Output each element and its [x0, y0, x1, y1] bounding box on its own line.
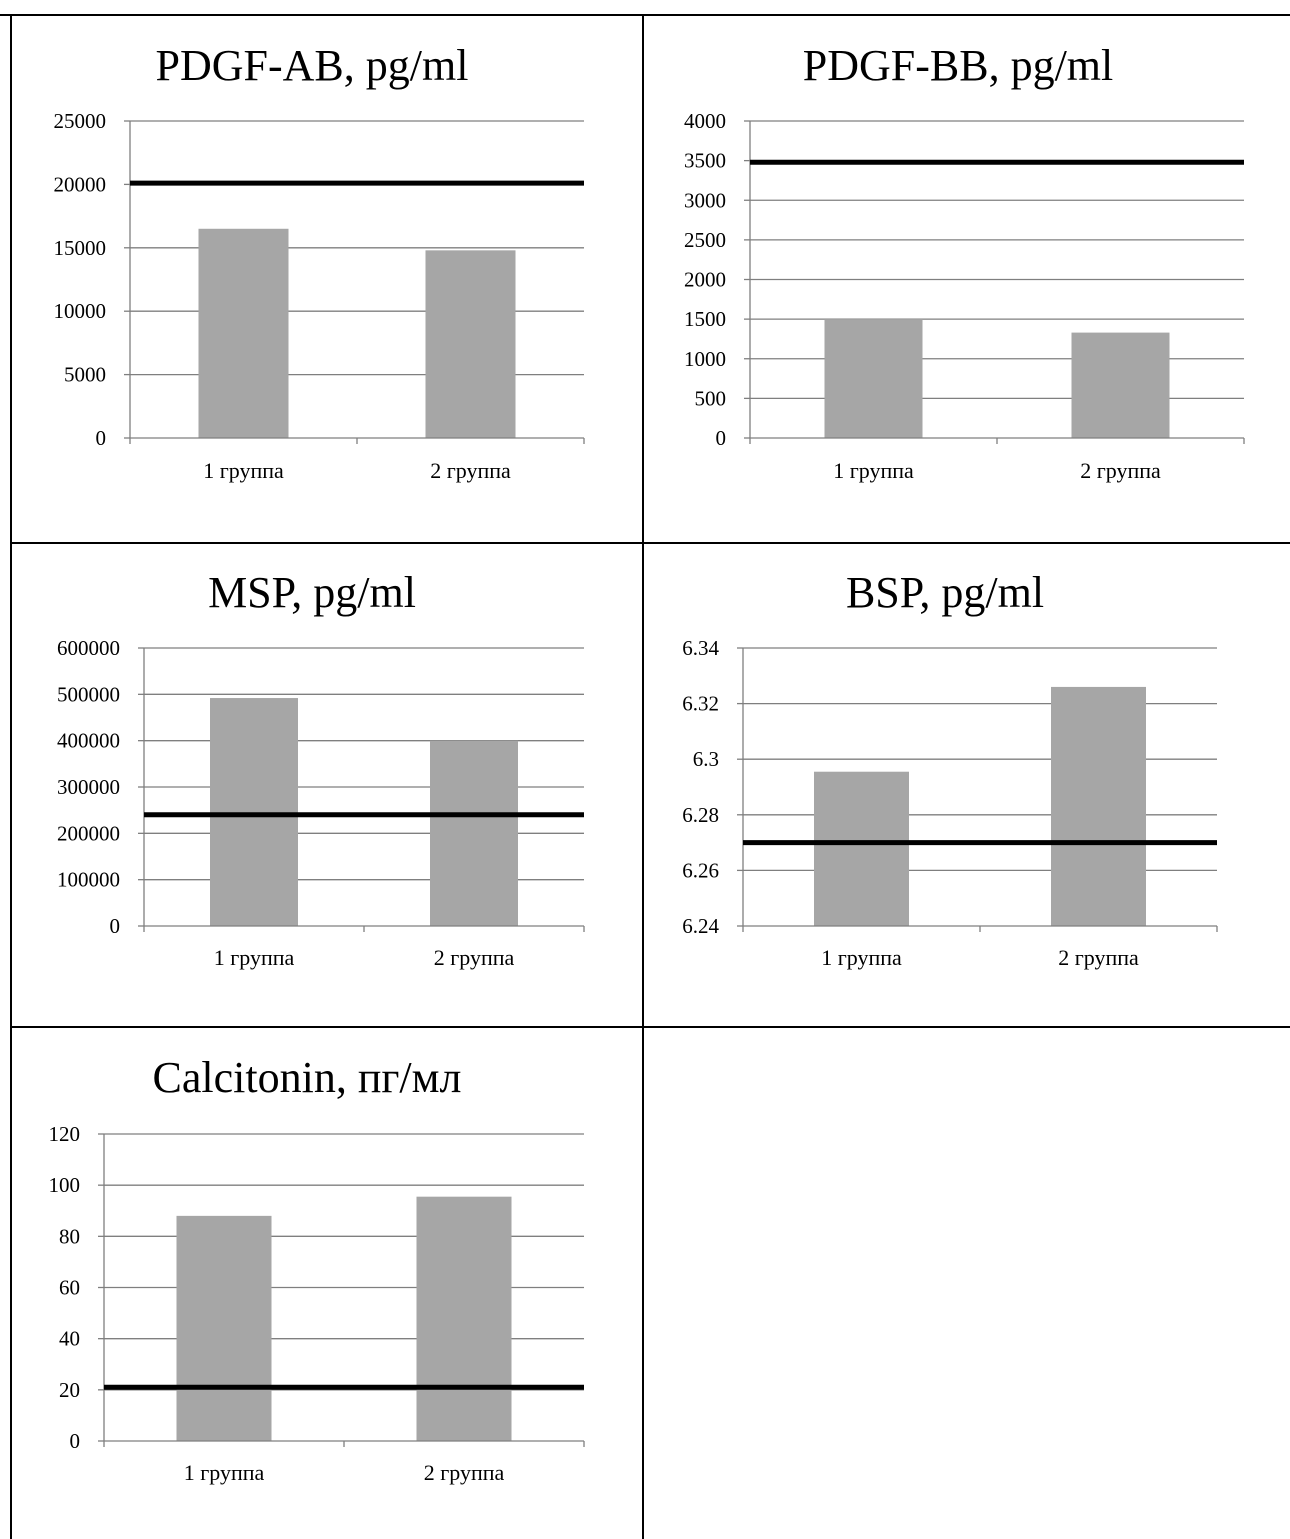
bar	[198, 228, 289, 438]
y-tick-label: 15000	[54, 236, 107, 260]
bar	[210, 698, 298, 926]
y-tick-label: 6.28	[682, 803, 719, 827]
y-tick-label: 10000	[54, 299, 107, 323]
y-tick-label: 20	[59, 1378, 80, 1402]
y-tick-label: 300000	[57, 775, 120, 799]
y-tick-label: 600000	[57, 636, 120, 660]
y-tick-label: 3500	[684, 149, 726, 173]
y-tick-label: 120	[49, 1122, 81, 1146]
bar	[176, 1215, 272, 1441]
y-tick-label: 100	[49, 1173, 81, 1197]
bar	[430, 740, 518, 926]
x-category-label: 1 группа	[821, 945, 902, 970]
bar	[1071, 332, 1170, 438]
y-tick-label: 60	[59, 1276, 80, 1300]
y-tick-label: 20000	[54, 172, 107, 196]
bar	[1051, 686, 1146, 926]
y-tick-label: 0	[70, 1429, 81, 1453]
y-tick-label: 6.32	[682, 692, 719, 716]
x-category-label: 2 группа	[424, 1460, 505, 1485]
chart-title: PDGF-BB, pg/ml	[803, 41, 1114, 90]
y-tick-label: 200000	[57, 821, 120, 845]
y-tick-label: 100000	[57, 868, 120, 892]
bar	[425, 250, 516, 438]
y-tick-label: 2500	[684, 228, 726, 252]
y-tick-label: 80	[59, 1224, 80, 1248]
chart-title: PDGF-AB, pg/ml	[156, 41, 469, 90]
y-tick-label: 6.24	[682, 914, 719, 938]
x-category-label: 2 группа	[434, 945, 515, 970]
x-category-label: 2 группа	[430, 458, 511, 483]
y-tick-label: 2000	[684, 268, 726, 292]
chart-title: Calcitonin, пг/мл	[153, 1053, 462, 1102]
y-tick-label: 6.34	[682, 636, 719, 660]
y-tick-label: 3000	[684, 188, 726, 212]
x-category-label: 1 группа	[184, 1460, 265, 1485]
y-tick-label: 400000	[57, 729, 120, 753]
y-tick-label: 0	[96, 426, 107, 450]
x-category-label: 1 группа	[203, 458, 284, 483]
y-tick-label: 6.26	[682, 858, 719, 882]
y-tick-label: 6.3	[693, 747, 719, 771]
y-tick-label: 1500	[684, 307, 726, 331]
x-category-label: 1 группа	[214, 945, 295, 970]
x-category-label: 1 группа	[833, 458, 914, 483]
x-category-label: 2 группа	[1058, 945, 1139, 970]
y-tick-label: 25000	[54, 109, 107, 133]
y-tick-label: 1000	[684, 347, 726, 371]
y-tick-label: 0	[110, 914, 121, 938]
y-tick-label: 5000	[64, 363, 106, 387]
bar	[814, 771, 909, 926]
x-category-label: 2 группа	[1080, 458, 1161, 483]
y-tick-label: 4000	[684, 109, 726, 133]
y-tick-label: 0	[716, 426, 727, 450]
y-tick-label: 500000	[57, 682, 120, 706]
y-tick-label: 40	[59, 1327, 80, 1351]
bar	[416, 1196, 512, 1441]
bar	[824, 319, 923, 438]
chart-title: MSP, pg/ml	[208, 568, 416, 617]
y-tick-label: 500	[695, 386, 727, 410]
chart-title: BSP, pg/ml	[846, 568, 1044, 617]
